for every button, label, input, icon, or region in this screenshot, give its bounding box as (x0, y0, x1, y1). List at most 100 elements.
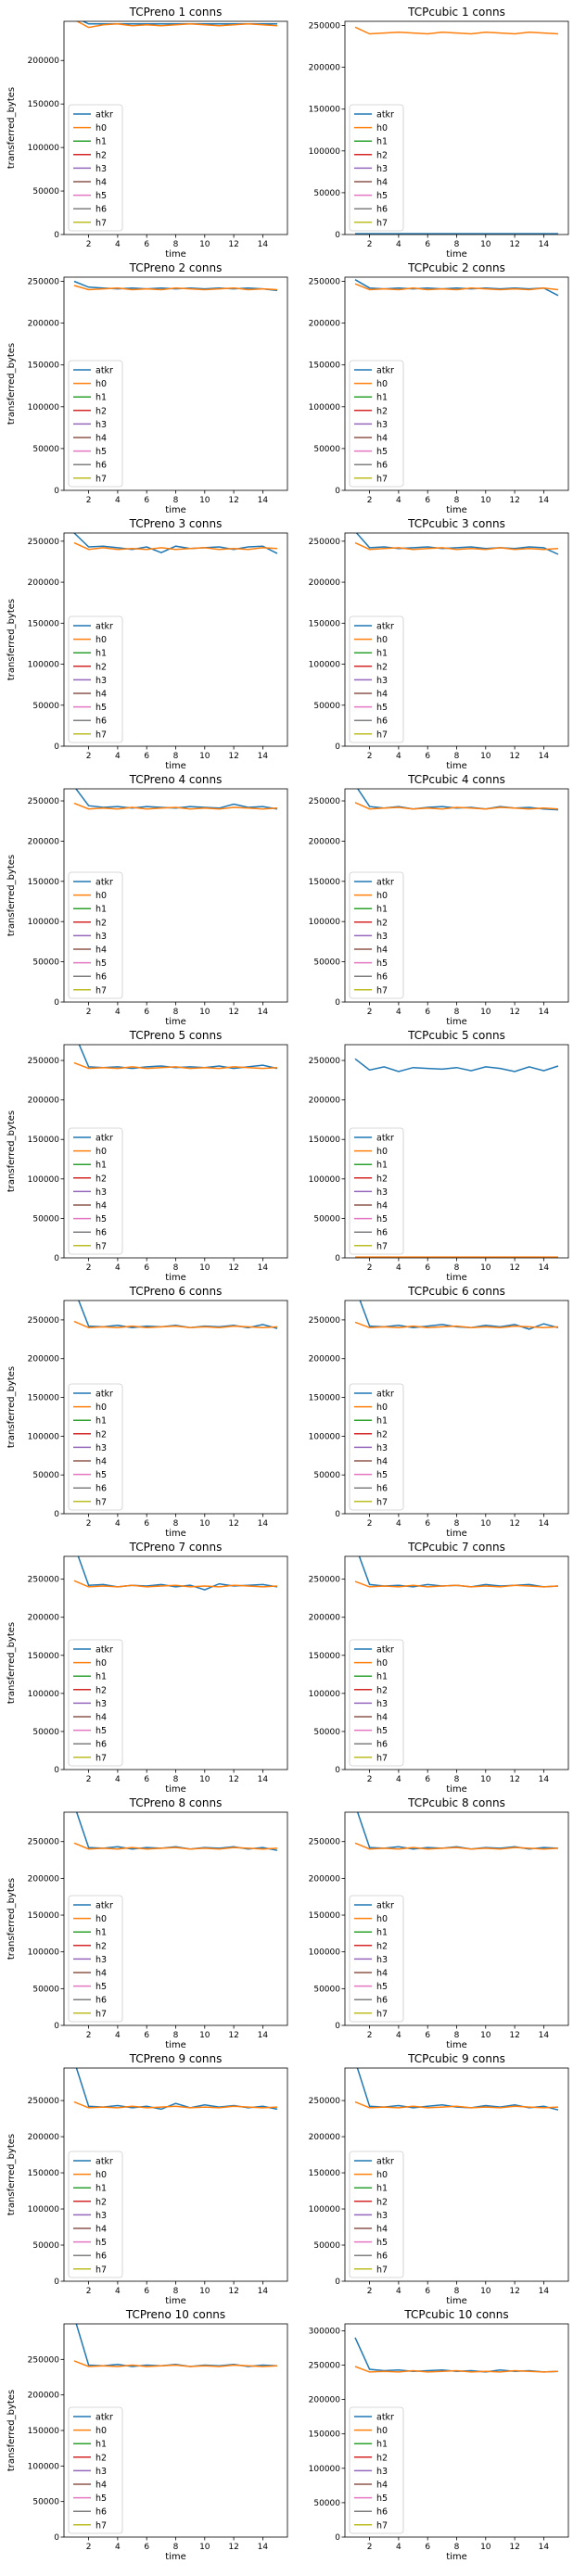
series-line-atkr (355, 533, 559, 555)
x-tick-label: 10 (199, 1008, 210, 1017)
series-line-h0 (354, 541, 559, 551)
y-tick-label: 50000 (32, 187, 59, 197)
y-tick-label: 250000 (309, 22, 341, 32)
x-tick-label: 6 (144, 1008, 149, 1017)
subplot-title: TCPreno 3 conns (129, 517, 223, 530)
x-tick-label: 12 (509, 1519, 519, 1529)
x-tick-label: 8 (173, 2543, 179, 2552)
legend-label: h5 (376, 2238, 388, 2248)
legend-label: h2 (376, 918, 388, 928)
subplot-8: TCPcubic 4 conns 2 4 6 8 10 12 14 0 50000 100000 15… (309, 773, 569, 1027)
y-axis-label: transferred_bytes (6, 1110, 17, 1192)
legend: atkr h0 h1 h2 h3 h4 h5 h6 h7 (349, 360, 404, 488)
x-tick-label: 14 (258, 496, 269, 505)
x-tick-label: 8 (454, 496, 460, 505)
subplot-2: TCPcubic 1 conns 2 4 6 8 10 12 14 0 50000 100000 15… (309, 6, 569, 260)
y-tick-label: 100000 (309, 1948, 341, 1958)
legend-label: h2 (376, 2197, 388, 2207)
x-tick-label: 2 (367, 1008, 373, 1017)
legend-label: h7 (96, 2009, 107, 2019)
legend-label: h0 (96, 1402, 107, 1413)
legend-label: h4 (376, 690, 388, 700)
legend-label: h4 (376, 1201, 388, 1212)
x-tick-label: 10 (199, 2287, 210, 2296)
legend-label: h7 (96, 1497, 107, 1507)
y-tick-label: 200000 (309, 1874, 341, 1884)
x-tick-label: 14 (258, 1775, 269, 1784)
x-axis-label: time (165, 1784, 186, 1795)
y-tick-label: 200000 (309, 1355, 341, 1364)
legend-label: h3 (96, 1187, 107, 1198)
y-tick-label: 100000 (309, 1175, 341, 1185)
x-tick-label: 12 (509, 1263, 519, 1273)
legend-frame (349, 1383, 404, 1511)
subplot-19: TCPreno 10 conns 2 4 6 8 10 12 14 0 50000 100000 15… (6, 2308, 288, 2562)
x-tick-label: 8 (454, 1008, 460, 1017)
y-tick-label: 200000 (28, 837, 60, 846)
x-tick-label: 8 (454, 752, 460, 761)
legend-label: h1 (376, 2440, 388, 2450)
x-tick-label: 4 (396, 2031, 401, 2040)
legend-label: atkr (376, 1134, 394, 1144)
x-tick-label: 10 (199, 752, 210, 761)
legend-label: h1 (96, 2184, 107, 2194)
subplot-10: TCPcubic 5 conns 2 4 6 8 10 12 14 0 50000 100000 15… (309, 1029, 569, 1283)
series-line-atkr (75, 1812, 278, 1851)
legend-label: h0 (376, 2170, 388, 2180)
y-tick-label: 50000 (313, 958, 340, 968)
legend-label: h5 (376, 703, 388, 713)
x-tick-label: 6 (425, 1775, 430, 1784)
y-tick-label: 0 (335, 487, 340, 496)
subplot-6: TCPcubic 3 conns 2 4 6 8 10 12 14 0 50000 100000 15… (309, 517, 569, 771)
legend-label: atkr (376, 2413, 394, 2423)
y-tick-label: 100000 (28, 661, 60, 670)
legend-label: h2 (96, 1429, 107, 1440)
subplot-title: TCPcubic 7 conns (407, 1541, 505, 1554)
legend-label: h6 (96, 2252, 107, 2262)
legend: atkr h0 h1 h2 h3 h4 h5 h6 h7 (349, 871, 404, 999)
y-tick-label: 0 (335, 1510, 340, 1519)
y-tick-label: 0 (335, 742, 340, 752)
y-tick-label: 50000 (313, 702, 340, 711)
x-axis-label: time (446, 505, 467, 515)
legend-label: atkr (96, 1134, 113, 1144)
y-tick-label: 150000 (28, 100, 60, 109)
x-tick-label: 12 (228, 752, 238, 761)
y-tick-label: 100000 (309, 2205, 341, 2214)
x-tick-label: 6 (425, 752, 430, 761)
legend-label: h6 (96, 2507, 107, 2518)
x-tick-label: 14 (539, 1519, 550, 1529)
x-tick-label: 6 (425, 2031, 430, 2040)
x-axis-label: time (165, 2296, 186, 2306)
legend-label: h2 (96, 150, 107, 160)
y-tick-label: 50000 (313, 2499, 340, 2508)
legend-label: h4 (96, 1969, 107, 1979)
y-tick-label: 150000 (28, 1652, 60, 1661)
y-tick-label: 50000 (313, 2241, 340, 2251)
subplot-13: TCPreno 7 conns 2 4 6 8 10 12 14 0 50000 100000 150… (6, 1541, 288, 1795)
legend-frame (68, 2151, 123, 2278)
legend-label: h1 (376, 137, 388, 147)
x-tick-label: 12 (228, 1263, 238, 1273)
legend-label: h6 (376, 2507, 388, 2518)
legend-frame (349, 360, 404, 488)
series-line-h0 (73, 1061, 278, 1070)
subplot-14: TCPcubic 7 conns 2 4 6 8 10 12 14 0 50000 100000 15… (309, 1541, 569, 1795)
legend-frame (349, 2151, 404, 2278)
y-tick-label: 250000 (309, 1057, 341, 1066)
y-tick-label: 200000 (309, 1097, 341, 1106)
y-tick-label: 250000 (28, 1576, 60, 1585)
legend-label: h2 (96, 662, 107, 672)
legend-label: h3 (96, 2211, 107, 2221)
x-tick-label: 8 (454, 1263, 460, 1273)
y-axis-label: transferred_bytes (6, 855, 17, 936)
y-tick-label: 0 (54, 742, 59, 752)
series-line-atkr (75, 789, 278, 810)
legend-frame (68, 2406, 123, 2534)
legend-label: h3 (96, 2467, 107, 2477)
y-axis-label: transferred_bytes (6, 1878, 17, 1960)
legend-label: h6 (376, 2252, 388, 2262)
y-tick-label: 0 (335, 1766, 340, 1775)
y-tick-label: 100000 (309, 1690, 341, 1699)
legend-label: atkr (376, 2157, 394, 2167)
